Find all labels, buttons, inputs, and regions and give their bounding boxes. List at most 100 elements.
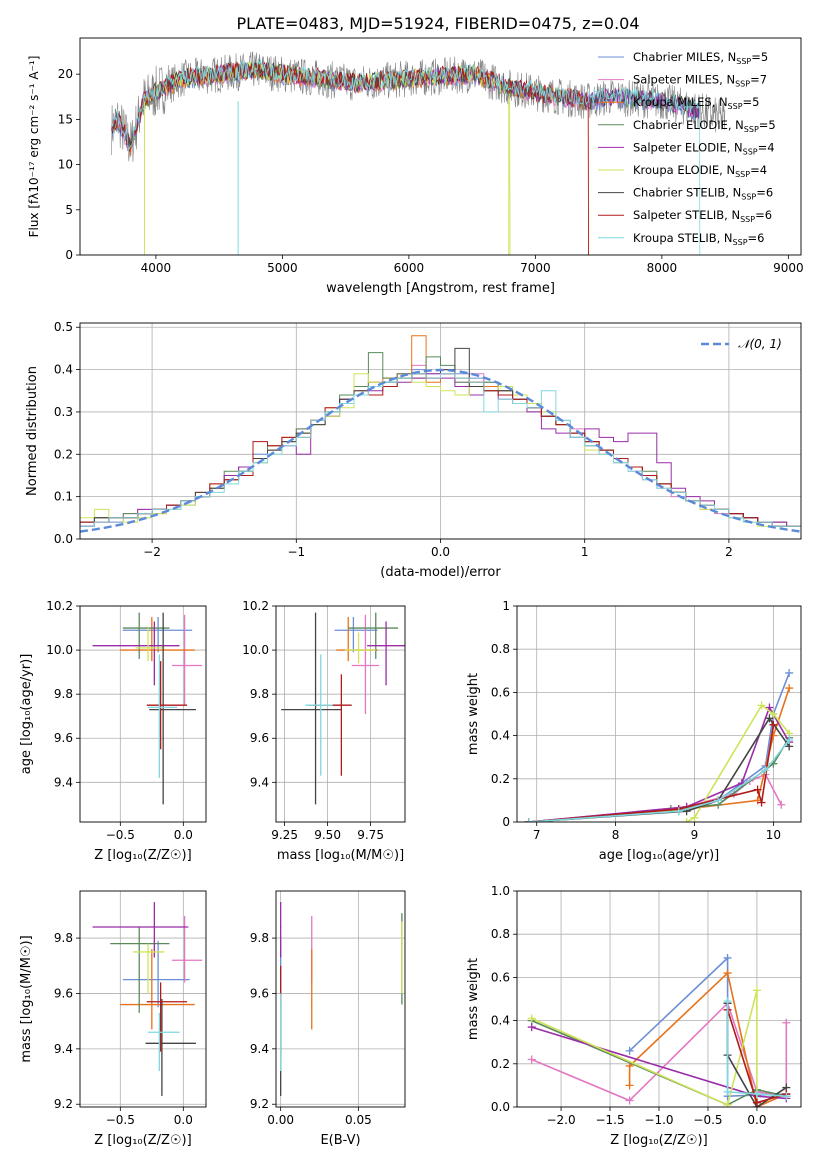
weight-marker: [524, 818, 533, 822]
weight-marker: [769, 720, 778, 729]
weight-marker: [723, 1087, 732, 1096]
y-tick-label: 0: [502, 815, 510, 829]
legend-label: Kroupa ELODIE, NSSP=4: [633, 163, 767, 179]
plot-area: [279, 902, 403, 1096]
model-spectrum-line: [142, 59, 511, 255]
age-vs-mass-panel: 9.25 9.50 9.75 9.4 9.6 9.8 10.0 10.2 mass [log₁₀…: [242, 599, 406, 863]
legend-label: Salpeter ELODIE, NSSP=4: [633, 140, 775, 156]
data-point: [138, 627, 141, 629]
plot-area: [92, 902, 203, 1096]
y-tick-label: 10.0: [242, 643, 269, 657]
y-axis-label: mass [log₁₀(M/M☉)]: [19, 935, 34, 1062]
data-point: [159, 704, 162, 706]
y-tick-label: 10: [58, 158, 73, 172]
model-spectrum-line: [111, 60, 700, 147]
y-tick-label: 9.8: [54, 687, 73, 701]
y-tick-label: 9.8: [54, 931, 73, 945]
axes-frame: [79, 37, 802, 256]
data-point: [157, 629, 159, 632]
weight-marker: [625, 1096, 634, 1105]
weight-marker: [527, 1055, 536, 1064]
x-tick-label: 9.75: [357, 828, 384, 842]
y-tick-label: 0.4: [54, 363, 73, 377]
model-spectrum-line: [111, 61, 589, 255]
data-point: [159, 1000, 162, 1003]
x-axis-label: mass [log₁₀(M/M☉)]: [277, 848, 404, 863]
data-point: [385, 644, 387, 647]
mass-vs-z-panel: −0.5 0.0 9.2 9.4 9.6 9.8 Z [log₁₀(Z/Z☉)] mass […: [19, 890, 207, 1148]
data-point: [147, 647, 149, 649]
data-point: [374, 627, 377, 629]
x-axis-label: (data-model)/error: [380, 565, 501, 580]
weight-marker: [782, 1018, 791, 1027]
y-axis-label: age [log₁₀(age/yr)]: [19, 654, 34, 775]
y-axis-label: mass weight: [466, 958, 481, 1040]
x-axis-label: E(B-V): [320, 1133, 360, 1148]
data-point: [151, 649, 153, 651]
weight-marker: [753, 785, 762, 794]
y-tick-label: 10.0: [46, 643, 73, 657]
data-point: [401, 951, 403, 953]
y-tick-label: 0.8: [491, 642, 510, 656]
mass-vs-ebv-panel: 0.00 0.05 9.2 9.4 9.6 9.8 E(B-V): [250, 890, 406, 1148]
legend-label: Chabrier MILES, NSSP=5: [633, 50, 768, 66]
age-vs-z-panel: −0.5 0.0 9.4 9.6 9.8 10.0 10.2 Z [log₁₀(Z/Z☉)] a…: [19, 599, 207, 863]
residual-histogram-panel: −2 −1 0.0 1 2 0.0 0.1 0.2 0.3 0.4 0.5 (data-model)/…: [25, 320, 802, 580]
x-tick-label: 9.25: [271, 828, 298, 842]
y-tick-label: 0.4: [491, 1014, 510, 1028]
legend-label: Kroupa STELIB, NSSP=6: [633, 231, 764, 247]
x-tick-label: −1.5: [595, 1113, 624, 1127]
y-tick-label: 9.6: [54, 731, 73, 745]
plot-area: [524, 668, 794, 822]
x-tick-label: 0.00: [267, 1113, 294, 1127]
plot-area: [80, 335, 801, 539]
weight-line: [531, 1019, 787, 1106]
data-point: [157, 978, 159, 981]
data-point: [364, 664, 367, 667]
weight-marker: [714, 796, 723, 805]
plot-area: [281, 612, 405, 805]
x-tick-label: 7000: [520, 261, 551, 275]
data-point: [340, 704, 343, 706]
x-tick-label: 6000: [394, 261, 425, 275]
x-axis-label: Z [log₁₀(Z/Z☉)]: [94, 848, 191, 863]
y-tick-label: 9.4: [54, 775, 73, 789]
weight-marker: [765, 714, 774, 723]
data-point: [151, 1003, 153, 1006]
y-tick-label: 0.2: [54, 447, 73, 461]
y-tick-label: 9.6: [250, 986, 269, 1000]
y-tick-label: 0.4: [491, 729, 510, 743]
data-point: [153, 926, 156, 928]
legend-label: Kroupa MILES, NSSP=5: [633, 95, 759, 111]
axes-frame: [275, 605, 406, 823]
axes-frame: [79, 890, 207, 1108]
legend-label: 𝒩(0, 1): [738, 337, 782, 351]
y-tick-label: 9.6: [250, 731, 269, 745]
data-point: [357, 649, 360, 651]
weight-marker: [785, 668, 794, 677]
weight-line: [528, 724, 775, 822]
x-tick-label: −2: [143, 545, 161, 559]
y-tick-label: 9.2: [54, 1097, 73, 1111]
y-tick-label: 0.3: [54, 405, 73, 419]
x-tick-label: 10: [766, 828, 781, 842]
weight-marker: [682, 818, 691, 822]
x-tick-label: 9000: [773, 261, 804, 275]
weight-marker: [723, 1100, 732, 1107]
weight-vs-z-panel: −2.0 −1.5 −1.0 −0.5 0.0 0.0 0.2 0.4 0.6 0.8 1.0 Z […: [466, 884, 802, 1148]
x-tick-label: 4000: [141, 261, 172, 275]
y-tick-label: 0.8: [491, 927, 510, 941]
weight-marker: [527, 1023, 536, 1032]
data-point: [279, 1031, 282, 1034]
y-axis-label: Normed distribution: [25, 366, 40, 496]
plot-area: [527, 953, 791, 1107]
x-axis-label: Z [log₁₀(Z/Z☉)]: [94, 1133, 191, 1148]
y-axis-label: Flux [fλ10⁻¹⁷ erg cm⁻² s⁻¹ A⁻¹]: [27, 56, 41, 238]
x-tick-label: 9.50: [314, 828, 341, 842]
axes-frame: [516, 890, 802, 1108]
weight-line: [528, 672, 790, 822]
y-tick-label: 10.2: [46, 599, 73, 613]
data-point: [183, 664, 186, 667]
data-point: [158, 1031, 161, 1034]
weight-marker: [723, 997, 732, 1006]
